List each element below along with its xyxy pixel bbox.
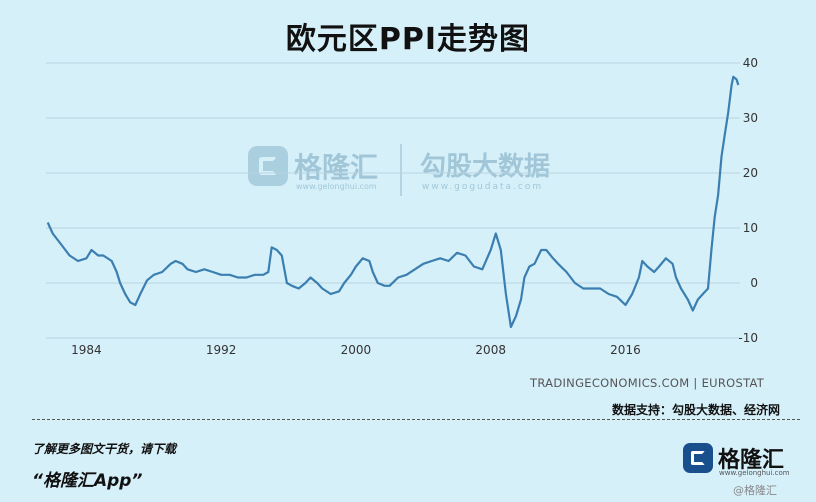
brand-name: 格隆汇 (718, 448, 785, 473)
y-tick-label: 40 (743, 56, 758, 70)
support-note: 数据支持：勾股大数据、经济网 (611, 403, 780, 417)
y-tick-label: 30 (743, 111, 758, 125)
watermark-divider (400, 144, 402, 196)
watermark-name-1: 格隆汇 (294, 151, 379, 184)
ppi-series-line (46, 75, 740, 329)
brand-watermark: @格隆汇 (733, 484, 777, 497)
x-tick-labels: 1984 1992 2000 2008 2016 (71, 343, 641, 357)
y-tick-label: 0 (750, 276, 758, 290)
promo-line-2: “格隆汇App” (32, 471, 143, 491)
watermark-name-2: 勾股大数据 (420, 152, 551, 182)
watermark-site-1: www.gelonghui.com (296, 182, 377, 191)
watermark-site-2: www.gogudata.com (422, 182, 544, 192)
x-tick-label: 1992 (206, 343, 237, 357)
y-tick-label: 20 (743, 166, 758, 180)
y-tick-label: -10 (738, 331, 758, 345)
x-tick-label: 2016 (610, 343, 641, 357)
source-note: TRADINGECONOMICS.COM | EUROSTAT (530, 376, 765, 390)
promo-line-1: 了解更多图文干货，请下载 (32, 442, 177, 456)
x-tick-label: 1984 (71, 343, 102, 357)
x-tick-label: 2008 (475, 343, 506, 357)
brand-logo-icon (683, 443, 713, 473)
y-tick-label: 10 (743, 221, 758, 235)
x-tick-label: 2000 (341, 343, 372, 357)
gelonghui-logo-icon (248, 146, 288, 186)
chart-title: 欧元区PPI走势图 (285, 22, 531, 57)
brand-site: www.gelonghui.com (719, 469, 790, 477)
series-layer (46, 75, 740, 329)
watermark: 格隆汇 www.gelonghui.com 勾股大数据 www.gogudata… (248, 140, 578, 200)
y-tick-labels: 40 30 20 10 0 -10 (738, 56, 758, 345)
brand-block: 格隆汇 www.gelonghui.com @格隆汇 (683, 440, 813, 498)
grid (46, 62, 740, 339)
divider-line (32, 419, 800, 420)
